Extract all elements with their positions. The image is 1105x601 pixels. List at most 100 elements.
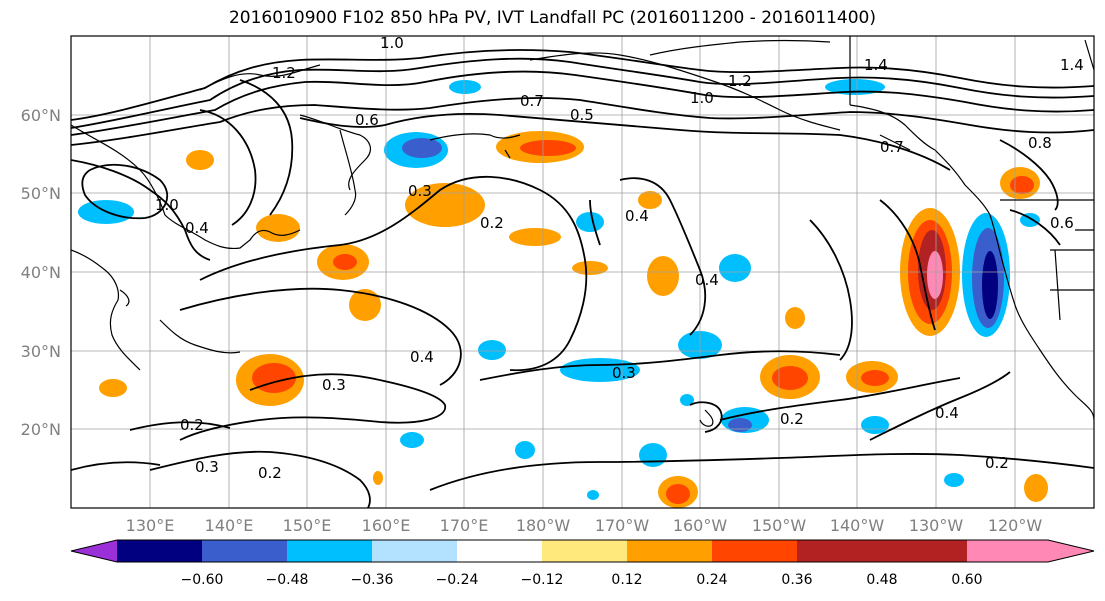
pv-anomaly-negative — [515, 441, 535, 459]
contour-label: 1.4 — [864, 56, 888, 74]
contour-label: 0.2 — [985, 454, 1009, 472]
contour-label: 1.0 — [155, 196, 179, 214]
pv-anomaly-positive — [861, 370, 889, 386]
lon-label: 170°W — [595, 516, 650, 535]
pv-anomaly-positive — [785, 307, 805, 329]
pv-anomaly-positive — [509, 228, 561, 246]
lon-label: 160°W — [673, 516, 728, 535]
lat-label: 30°N — [21, 342, 61, 361]
contour-label: 0.3 — [408, 182, 432, 200]
colorbar-swatch — [542, 540, 627, 562]
contour-label: 1.2 — [272, 64, 296, 82]
pv-anomaly-positive — [572, 261, 608, 275]
lat-label: 40°N — [21, 263, 61, 282]
contour-label: 0.7 — [880, 138, 904, 156]
contour-label: 0.2 — [780, 410, 804, 428]
contours — [71, 49, 1094, 508]
colorbar-tick-label: −0.60 — [181, 572, 224, 588]
contour-label: 0.5 — [570, 106, 594, 124]
colorbar-swatch — [882, 540, 967, 562]
pv-shading — [78, 79, 1048, 508]
pv-anomaly-negative — [400, 432, 424, 448]
pv-anomaly-positive — [99, 379, 127, 397]
lon-label: 170°E — [440, 516, 489, 535]
lon-label: 130°W — [909, 516, 964, 535]
longitude-axis: 130°E 140°E 150°E 160°E 170°E 180°W 170°… — [126, 516, 1043, 535]
contour-label: 0.4 — [625, 207, 649, 225]
pv-anomaly-positive — [1010, 176, 1034, 194]
contour-label: 1.0 — [380, 34, 404, 52]
lon-label: 150°W — [752, 516, 807, 535]
colorbar-swatch — [712, 540, 797, 562]
pv-anomaly-negative — [587, 490, 599, 500]
lon-label: 140°E — [205, 516, 254, 535]
colorbar-swatch — [202, 540, 287, 562]
lon-label: 150°E — [283, 516, 332, 535]
pv-anomaly-positive — [772, 366, 808, 390]
contour-label: 1.4 — [1060, 56, 1084, 74]
colorbar-tick-label: −0.12 — [521, 572, 564, 588]
colorbar: −0.60 −0.48 −0.36 −0.24 −0.12 0.12 0.24 … — [70, 539, 1095, 588]
lat-label: 50°N — [21, 184, 61, 203]
pv-anomaly-positive — [256, 214, 300, 242]
pv-anomaly-negative — [680, 394, 694, 406]
colorbar-swatch — [627, 540, 712, 562]
contour-label-group: 1.0 1.2 1.4 1.0 1.2 1.4 0.6 0.7 0.5 0.7 … — [155, 34, 1084, 482]
pv-anomaly-negative — [728, 418, 752, 432]
contour-label: 0.8 — [1028, 134, 1052, 152]
contour-label: 0.4 — [185, 219, 209, 237]
contour-label: 0.2 — [258, 464, 282, 482]
colorbar-swatch — [797, 540, 882, 562]
colorbar-extend-left — [71, 540, 117, 562]
contour-label: 0.6 — [1050, 214, 1074, 232]
contour-label: 0.4 — [695, 271, 719, 289]
colorbar-tick-label: −0.24 — [436, 572, 479, 588]
pv-anomaly-positive — [1024, 474, 1048, 502]
lon-label: 120°W — [988, 516, 1043, 535]
colorbar-swatch — [117, 540, 202, 562]
colorbar-swatch — [372, 540, 457, 562]
latitude-axis: 60°N 50°N 40°N 30°N 20°N — [21, 106, 61, 439]
colorbar-swatch — [457, 540, 542, 562]
lat-label: 60°N — [21, 106, 61, 125]
pv-anomaly-negative — [719, 254, 751, 282]
pv-anomaly-positive — [373, 471, 383, 485]
pv-anomaly-positive — [186, 150, 214, 170]
colorbar-tick-label: 0.24 — [696, 572, 727, 588]
lon-label: 130°E — [126, 516, 175, 535]
pv-anomaly-positive — [647, 256, 679, 296]
pv-anomaly-positive — [638, 191, 662, 209]
colorbar-tick-label: 0.48 — [866, 572, 897, 588]
pv-anomaly-negative — [449, 80, 481, 94]
pv-anomaly-negative — [639, 443, 667, 467]
pv-anomaly-positive — [349, 289, 381, 321]
contour-label: 0.7 — [520, 92, 544, 110]
lon-label: 180°W — [516, 516, 571, 535]
pv-anomaly-negative — [576, 212, 604, 232]
coastlines — [71, 36, 1094, 427]
pv-anomaly-positive — [333, 254, 357, 270]
pv-anomaly-positive — [927, 251, 943, 299]
colorbar-outline — [70, 539, 1095, 563]
pv-anomaly-negative — [402, 138, 442, 158]
contour-label: 0.3 — [195, 458, 219, 476]
contour-label: 1.2 — [728, 72, 752, 90]
gridlines — [71, 36, 1094, 508]
colorbar-tick-label: −0.36 — [351, 572, 394, 588]
pv-anomaly-positive — [666, 484, 690, 504]
colorbar-tick-label: 0.36 — [781, 572, 812, 588]
contour-label: 0.4 — [410, 348, 434, 366]
contour-label: 1.0 — [690, 89, 714, 107]
colorbar-swatch — [287, 540, 372, 562]
pv-anomaly-negative — [861, 416, 889, 434]
pv-anomaly-negative — [982, 251, 998, 319]
pv-anomaly-negative — [944, 473, 964, 487]
pv-anomaly-positive — [520, 140, 576, 156]
lon-label: 160°E — [362, 516, 411, 535]
pv-anomaly-positive — [405, 183, 485, 227]
map-frame — [70, 35, 1095, 509]
contour-label: 0.2 — [480, 214, 504, 232]
contour-label: 0.4 — [935, 404, 959, 422]
colorbar-tick-label: 0.12 — [611, 572, 642, 588]
